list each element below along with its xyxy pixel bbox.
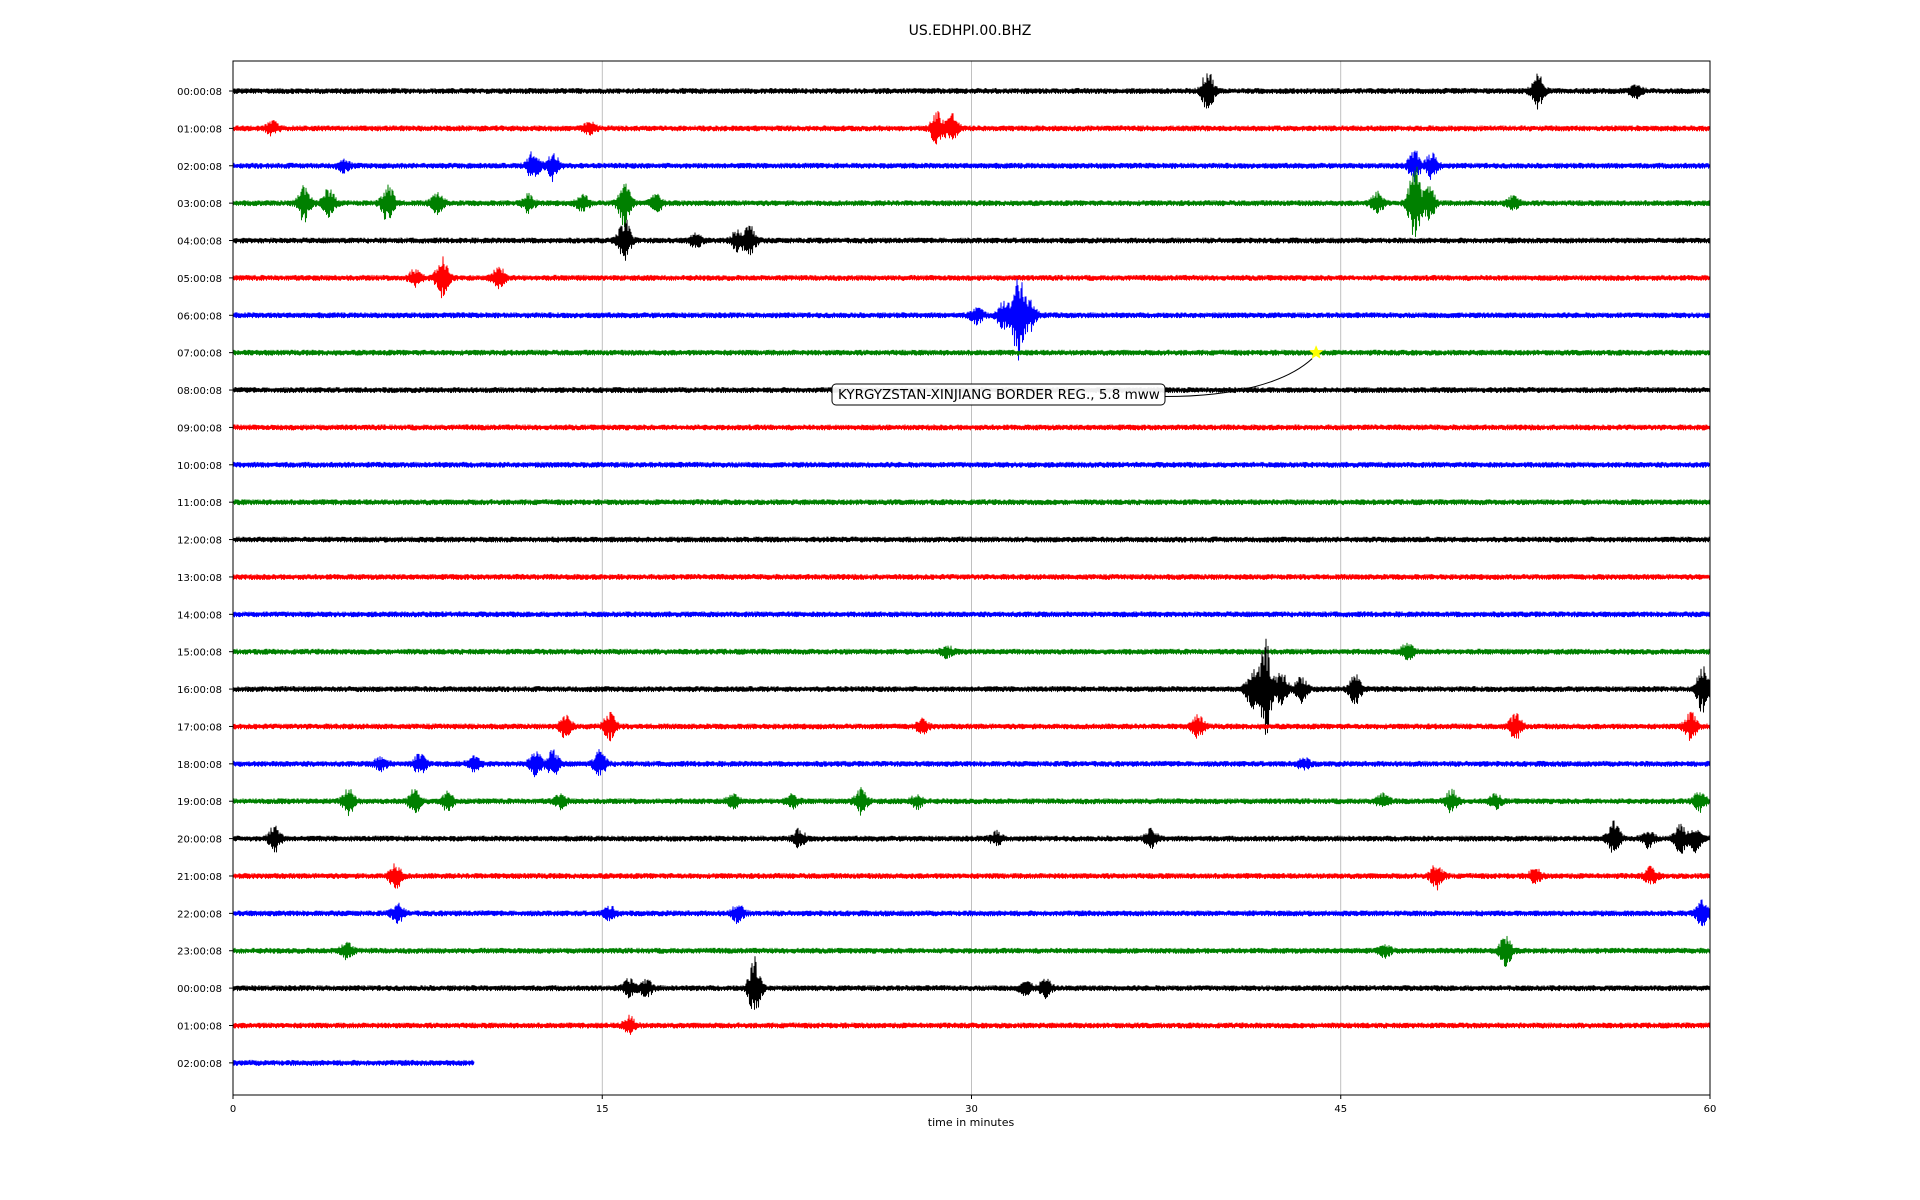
seismic-trace (232, 863, 1711, 891)
x-tick-label: 30 (965, 1104, 978, 1115)
y-tick-label: 02:00:08 (177, 162, 222, 173)
seismic-trace (232, 166, 1711, 238)
x-axis-ticks: 0 15 30 45 60 (230, 1095, 1717, 1115)
seismic-trace (232, 611, 1711, 618)
y-tick-label: 02:00:08 (177, 1059, 222, 1070)
y-tick-label: 01:00:08 (177, 124, 222, 135)
seismic-trace (232, 110, 1711, 145)
y-tick-label: 14:00:08 (177, 610, 222, 621)
seismic-trace (232, 461, 1711, 468)
annotation-leader (1164, 358, 1313, 397)
trace-layer (232, 73, 1711, 1066)
y-tick-label: 20:00:08 (177, 835, 222, 846)
y-tick-label: 22:00:08 (177, 909, 222, 920)
seismic-trace (232, 278, 1711, 361)
annotation-text: KYRGYZSTAN-XINJIANG BORDER REG., 5.8 mww (838, 387, 1160, 403)
y-tick-label: 16:00:08 (177, 685, 222, 696)
y-tick-label: 12:00:08 (177, 536, 222, 547)
event-annotation-layer: KYRGYZSTAN-XINJIANG BORDER REG., 5.8 mww (831, 345, 1324, 406)
seismic-trace (232, 349, 1711, 356)
y-tick-label: 00:00:08 (177, 87, 222, 98)
y-tick-label: 21:00:08 (177, 872, 222, 883)
seismic-trace (232, 1014, 1711, 1035)
seismic-trace (232, 787, 1711, 817)
y-tick-label: 15:00:08 (177, 648, 222, 659)
seismic-trace (232, 899, 1711, 927)
seismic-trace (232, 956, 1711, 1010)
seismic-trace (232, 499, 1711, 506)
y-tick-label: 05:00:08 (177, 274, 222, 285)
y-tick-label: 23:00:08 (177, 947, 222, 958)
seismic-trace (232, 256, 1711, 299)
x-tick-label: 0 (230, 1104, 236, 1115)
seismic-trace (232, 536, 1711, 543)
seismic-trace (232, 820, 1711, 854)
y-tick-label: 04:00:08 (177, 237, 222, 248)
annotation-box (831, 383, 1166, 406)
y-tick-label: 11:00:08 (177, 498, 222, 509)
y-tick-label: 18:00:08 (177, 760, 222, 771)
y-tick-label: 19:00:08 (177, 797, 222, 808)
seismic-trace (232, 573, 1711, 580)
event-star-marker (1308, 345, 1324, 359)
y-tick-label: 10:00:08 (177, 461, 222, 472)
y-tick-label: 17:00:08 (177, 722, 222, 733)
seismic-trace (232, 1059, 475, 1066)
x-tick-label: 15 (596, 1104, 609, 1115)
y-tick-label: 06:00:08 (177, 311, 222, 322)
x-tick-label: 60 (1704, 1104, 1717, 1115)
y-tick-label: 03:00:08 (177, 199, 222, 210)
seismic-trace (232, 424, 1711, 431)
seismic-trace (232, 638, 1711, 735)
y-tick-label: 09:00:08 (177, 423, 222, 434)
seismic-trace (232, 711, 1711, 742)
seismic-trace (232, 219, 1711, 261)
y-tick-label: 01:00:08 (177, 1022, 222, 1033)
y-tick-label: 13:00:08 (177, 573, 222, 584)
y-tick-labels: 00:00:08 01:00:08 02:00:08 03:00:08 04:00:08… (177, 87, 233, 1070)
seismic-trace (232, 73, 1711, 110)
y-tick-label: 08:00:08 (177, 386, 222, 397)
seismic-trace (232, 642, 1711, 661)
seismic-trace (232, 935, 1711, 967)
chart-title: US.EDHPI.00.BHZ (909, 23, 1032, 39)
seismic-trace (232, 749, 1711, 778)
seismic-trace (232, 150, 1711, 183)
x-tick-label: 45 (1334, 1104, 1347, 1115)
y-tick-label: 00:00:08 (177, 984, 222, 995)
y-tick-label: 07:00:08 (177, 349, 222, 360)
x-axis-label: time in minutes (928, 1116, 1015, 1129)
